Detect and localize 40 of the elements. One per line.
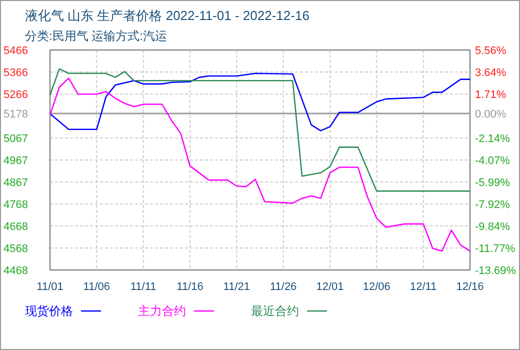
legend-label: 最近合约 [251, 304, 299, 318]
x-tick-label: 12/16 [456, 281, 484, 293]
y2-tick-label: -5.99% [475, 177, 510, 189]
x-tick-label: 11/11 [130, 281, 156, 293]
chart-subtitle: 分类:民用气 运输方式:汽运 [25, 29, 168, 43]
y-tick-label: 4768 [4, 198, 28, 211]
y-tick-label: 4867 [4, 177, 28, 190]
y2-tick-label: 1.71% [475, 89, 506, 101]
y-tick-label: 5067 [4, 132, 28, 145]
line-series [49, 78, 471, 252]
y-tick-label: 5466 [4, 45, 28, 57]
y2-tick-label: -7.92% [475, 199, 510, 212]
x-tick-label: 11/21 [223, 281, 250, 293]
y-tick-label: 5178 [4, 108, 28, 120]
legend-label: 现货价格 [25, 304, 73, 318]
x-tick-label: 12/01 [316, 281, 344, 293]
x-tick-label: 11/01 [36, 281, 64, 293]
y-tick-label: 5266 [4, 89, 28, 102]
line-series [49, 72, 471, 132]
y2-tick-label: -11.77% [475, 243, 516, 256]
y2-tick-label: 0.00% [475, 108, 506, 121]
y2-tick-label: -13.69% [475, 265, 516, 277]
y-tick-label: 5366 [4, 67, 28, 80]
y2-tick-label: -2.14% [475, 133, 510, 145]
y-tick-label: 4568 [4, 242, 28, 255]
x-tick-label: 11/16 [176, 281, 204, 293]
y2-tick-label: 5.56% [475, 45, 506, 57]
x-tick-label: 11/26 [270, 281, 297, 293]
y-tick-label: 4468 [4, 265, 28, 277]
x-tick-label: 12/11 [410, 281, 437, 293]
y-tick-label: 4967 [4, 155, 28, 167]
x-tick-label: 12/06 [362, 281, 390, 293]
legend-label: 主力合约 [138, 304, 186, 318]
chart-title: 液化气 山东 生产者价格 2022-11-01 - 2022-12-16 [25, 8, 310, 23]
y2-tick-label: -9.84% [475, 221, 510, 233]
y2-tick-label: 3.64% [475, 66, 506, 79]
y2-tick-label: -4.07% [475, 155, 510, 168]
x-tick-label: 11/06 [83, 281, 110, 293]
line-series [49, 68, 471, 192]
y-tick-label: 4668 [4, 220, 28, 233]
